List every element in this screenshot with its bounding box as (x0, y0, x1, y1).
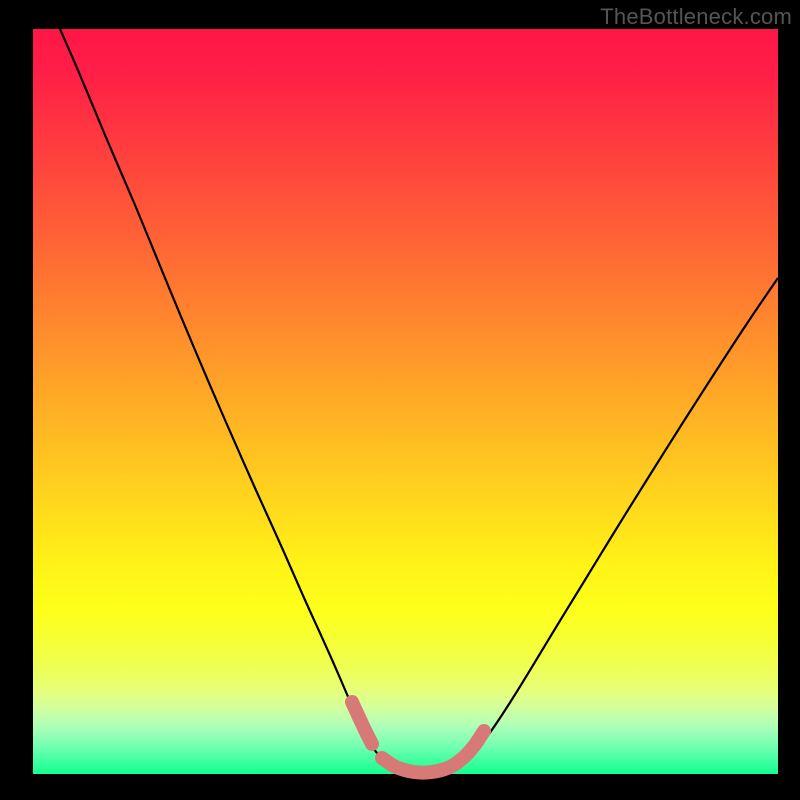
watermark-text: TheBottleneck.com (600, 4, 792, 30)
plot-background (33, 29, 778, 774)
bottleneck-chart (0, 0, 800, 800)
